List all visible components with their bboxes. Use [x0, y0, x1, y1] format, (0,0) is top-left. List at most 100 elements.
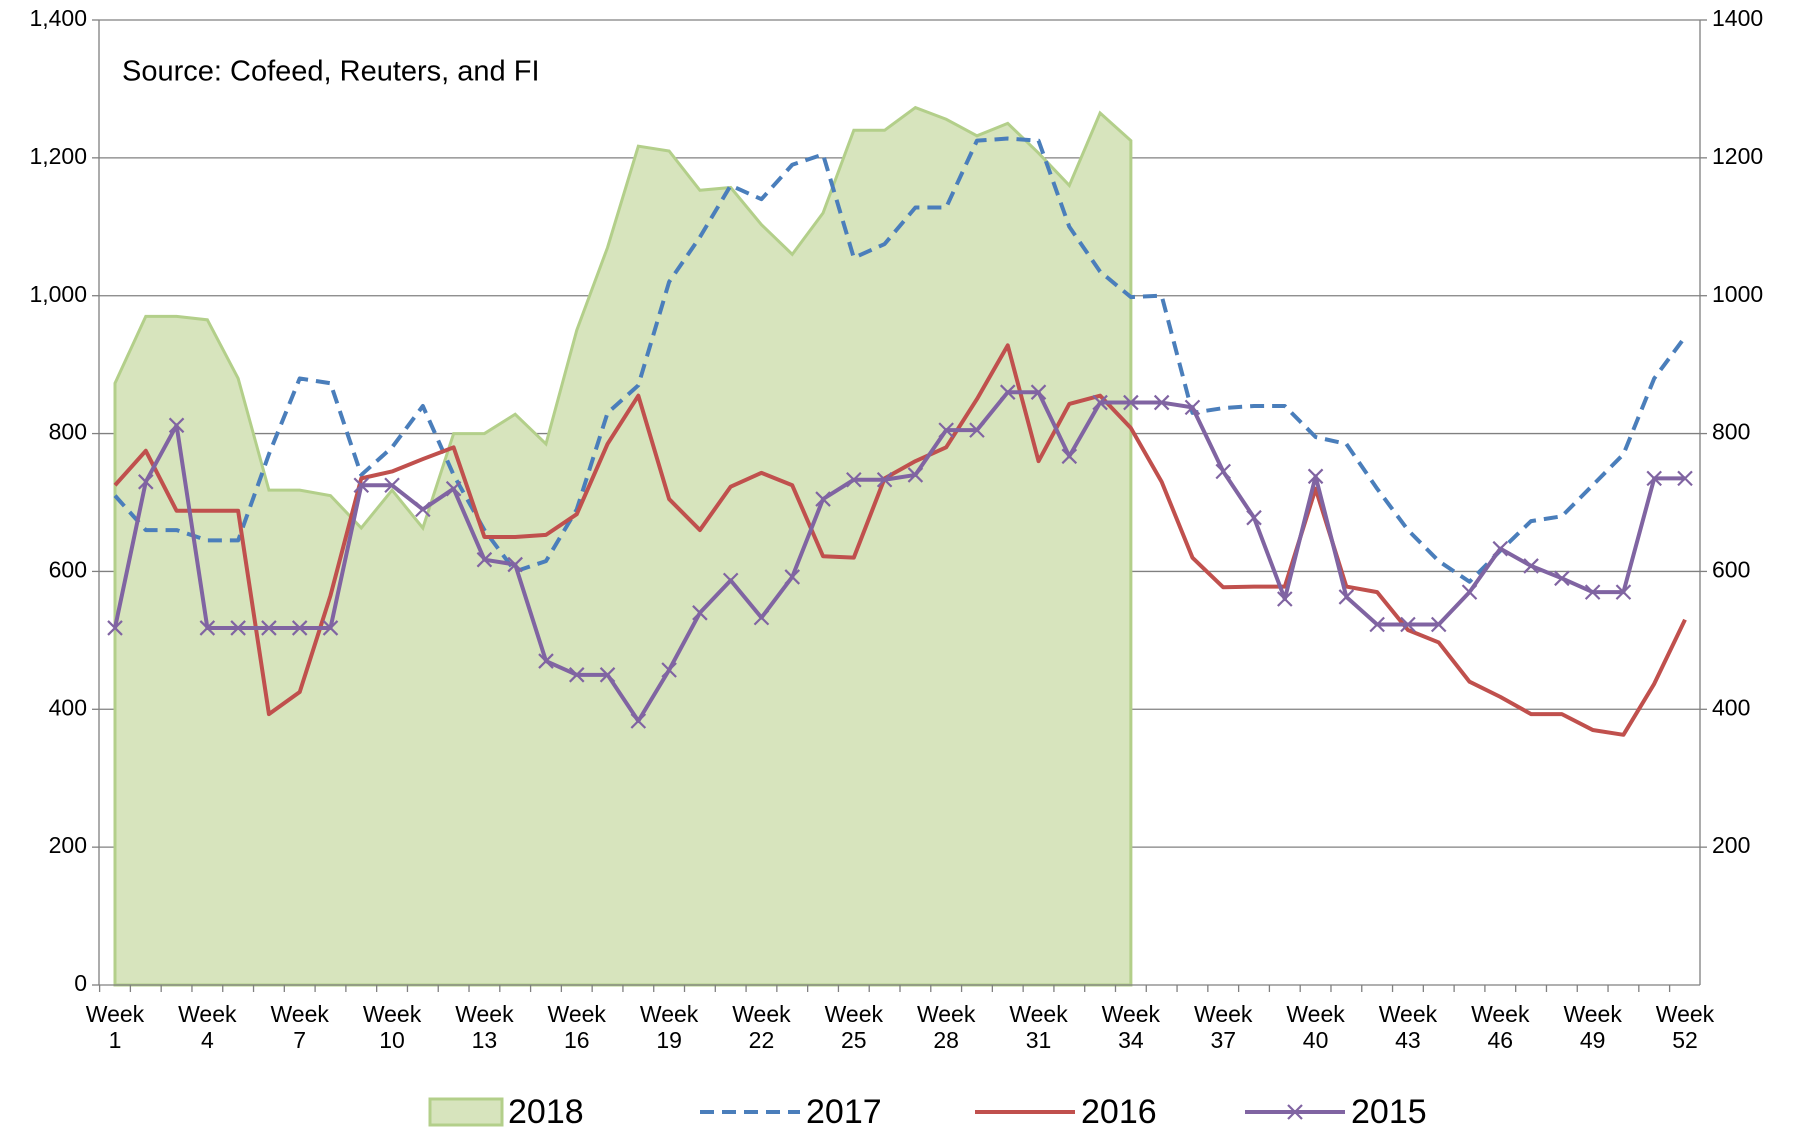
marker — [1184, 399, 1201, 416]
legend-label: 2015 — [1351, 1093, 1427, 1127]
x-tick-label: Week 13 — [455, 1001, 514, 1053]
y2-tick-label: 200 — [1712, 832, 1750, 858]
marker — [1338, 589, 1355, 605]
marker — [168, 417, 185, 434]
x-tick-label: Week 4 — [178, 1001, 237, 1053]
marker — [876, 471, 893, 488]
marker — [1461, 584, 1478, 600]
y2-tick-label: 1200 — [1712, 143, 1763, 169]
marker — [445, 480, 462, 497]
legend-item: 2016 — [975, 1093, 1157, 1127]
marker — [1492, 540, 1509, 557]
marker — [753, 609, 770, 626]
y-tick-label: 0 — [74, 970, 87, 996]
marker — [291, 620, 308, 636]
marker — [630, 713, 647, 729]
marker — [1061, 448, 1078, 465]
x-tick-label: Week 40 — [1286, 1001, 1345, 1053]
y-tick-label: 400 — [49, 694, 87, 720]
legend-label: 2018 — [508, 1093, 584, 1127]
legend-item: 2018 — [428, 1093, 584, 1127]
y-tick-label: 1,200 — [29, 143, 87, 169]
y-tick-label: 800 — [49, 419, 87, 445]
marker — [1584, 584, 1601, 600]
marker — [1430, 616, 1447, 633]
y-tick-label: 200 — [49, 832, 87, 858]
marker — [353, 477, 370, 494]
marker — [322, 620, 339, 636]
marker — [507, 556, 523, 573]
marker — [1554, 570, 1570, 587]
x-tick-label: Week 52 — [1655, 1001, 1715, 1053]
legend-label: 2017 — [806, 1093, 882, 1127]
marker — [199, 620, 216, 636]
marker — [1246, 509, 1262, 526]
legend-label: 2016 — [1081, 1093, 1157, 1127]
marker — [907, 467, 924, 483]
line — [113, 136, 1687, 584]
marker — [261, 620, 277, 636]
x-tick-label: Week 34 — [1101, 1001, 1161, 1053]
line — [113, 343, 1687, 737]
marker — [1092, 394, 1108, 411]
line — [113, 390, 1685, 724]
marker — [722, 572, 739, 589]
marker — [938, 422, 954, 438]
y2-tick-label: 600 — [1712, 557, 1750, 583]
y-tick-label: 600 — [49, 557, 87, 583]
x-tick-label: Week 1 — [85, 1001, 145, 1053]
marker — [599, 667, 616, 683]
x-tick-label: Week 7 — [270, 1001, 329, 1053]
y2-tick-label: 1400 — [1712, 5, 1763, 31]
marker — [661, 662, 677, 678]
marker — [1123, 394, 1139, 411]
marker — [415, 501, 431, 518]
annotation: Source: Cofeed, Reuters, and FI — [122, 56, 540, 88]
legend-item: 2017 — [700, 1093, 882, 1127]
legend-item: 2015 — [1245, 1093, 1427, 1127]
x-tick-label: Week 49 — [1563, 1001, 1622, 1053]
area — [113, 105, 1133, 987]
x-tick-label: Week 22 — [732, 1001, 791, 1053]
x-tick-label: Week 28 — [916, 1001, 976, 1053]
x-tick-label: Week 37 — [1194, 1001, 1253, 1053]
marker — [1215, 463, 1232, 480]
marker — [846, 471, 862, 488]
y2-tick-label: 800 — [1712, 419, 1750, 445]
x-tick-label: Week 10 — [362, 1001, 422, 1053]
marker — [1277, 591, 1293, 607]
marker — [692, 605, 708, 621]
marker — [1030, 384, 1047, 400]
marker — [1523, 558, 1539, 574]
y-tick-label: 1,000 — [29, 281, 87, 307]
marker — [999, 384, 1016, 400]
y2-tick-label: 400 — [1712, 694, 1750, 720]
x-tick-label: Week 16 — [547, 1001, 606, 1053]
marker — [384, 477, 400, 494]
y-tick-label: 1,400 — [29, 5, 87, 31]
marker — [230, 620, 246, 636]
marker — [1400, 616, 1416, 633]
marker — [969, 422, 985, 438]
x-tick-label: Week 31 — [1009, 1001, 1068, 1053]
marker — [138, 474, 154, 490]
y2-tick-label: 1000 — [1712, 281, 1763, 307]
marker — [476, 551, 493, 568]
marker — [1646, 470, 1662, 487]
marker — [107, 620, 123, 636]
legend-swatch — [428, 1097, 504, 1127]
marker — [1615, 584, 1632, 600]
marker — [1369, 616, 1385, 633]
marker — [568, 667, 585, 683]
x-tick-label: Week 46 — [1471, 1001, 1530, 1053]
marker — [1153, 394, 1170, 411]
x-tick-label: Week 19 — [639, 1001, 699, 1053]
legend-marker — [1287, 1104, 1303, 1120]
x-tick-label: Week 43 — [1378, 1001, 1438, 1053]
marker — [784, 569, 801, 585]
marker — [1307, 468, 1324, 485]
marker — [1677, 470, 1693, 487]
x-tick-label: Week 25 — [824, 1001, 883, 1053]
